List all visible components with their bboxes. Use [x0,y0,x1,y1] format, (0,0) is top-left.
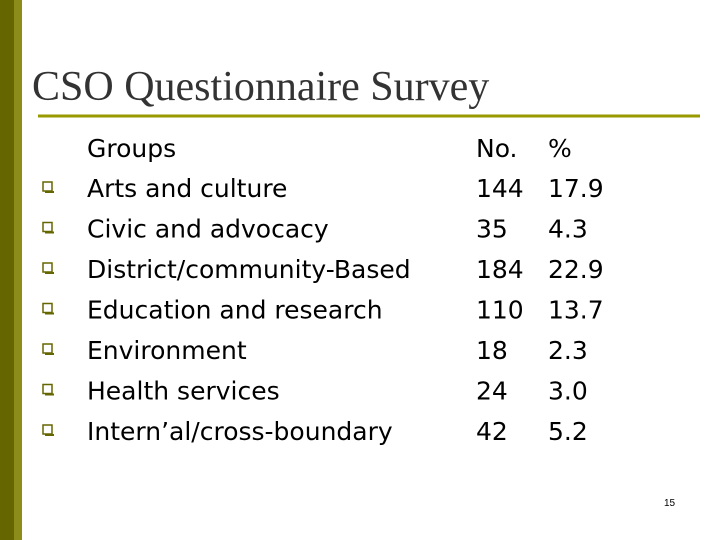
header-percent-cell: % [548,134,572,163]
bullet-shadow [45,393,54,396]
count-cell: 110 [476,296,524,325]
percent-cell: 22.9 [548,255,604,284]
group-cell: Arts and culture [87,174,287,203]
bullet [42,383,53,395]
count-cell: 18 [476,336,508,365]
percent-cell: 5.2 [548,417,588,446]
bullet [42,424,53,435]
bullet-shadow [45,272,54,274]
bullet-shadow [45,312,54,315]
slide-title: CSO Questionnaire Survey [32,64,489,110]
percent-cell: 3.0 [548,377,588,406]
group-cell: District/community-Based [87,255,411,284]
group-cell: Education and research [87,296,383,325]
bullet-shadow [45,434,54,436]
count-cell: 42 [476,417,508,446]
side-bar-light [14,0,22,540]
table: Groups No. % Arts and culture 144 17.9 Civic a… [42,134,604,446]
bullet-shadow [45,191,54,193]
bullet [42,181,53,192]
bullet [42,343,53,354]
count-cell: 24 [476,377,508,406]
count-cell: 144 [476,174,524,203]
header-group-cell: Groups [87,134,176,163]
percent-cell: 13.7 [548,296,604,325]
bullet [42,221,53,233]
percent-cell: 2.3 [548,336,588,365]
header-count-cell: No. [476,134,518,163]
bullet [42,262,53,273]
page-number: 15 [664,498,676,509]
group-cell: Intern’al/cross-boundary [87,417,393,446]
count-cell: 184 [476,255,524,284]
bullet-shadow [45,231,54,234]
side-bar [0,0,14,540]
group-cell: Health services [87,377,280,406]
bullet-shadow [45,353,54,355]
percent-cell: 4.3 [548,215,588,244]
group-cell: Civic and advocacy [87,215,329,244]
bullet [42,302,53,314]
count-cell: 35 [476,215,508,244]
group-cell: Environment [87,336,247,365]
percent-cell: 17.9 [548,174,604,203]
